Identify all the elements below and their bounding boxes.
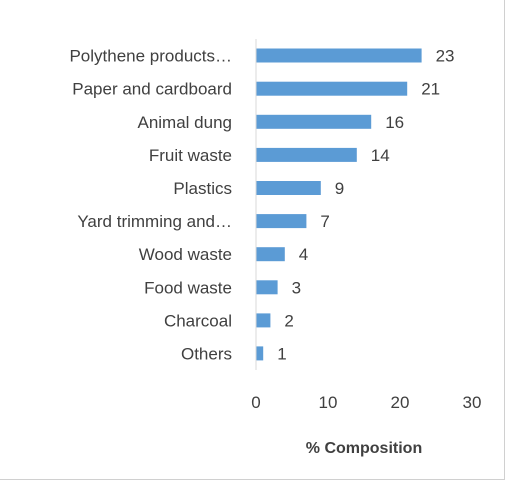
data-label: 2 [284,311,293,330]
category-label: Paper and cardboard [72,80,232,99]
data-label: 21 [421,80,440,99]
bar-9 [256,346,264,361]
data-label: 1 [277,344,286,363]
bar-8 [256,313,271,328]
category-label: Yard trimming and… [77,212,232,231]
category-label: Animal dung [137,113,232,132]
bar-3 [256,147,357,162]
bar-6 [256,247,285,262]
x-axis-title: % Composition [306,440,422,457]
bar-5 [256,214,307,229]
data-label: 16 [385,113,404,132]
bar-0 [256,48,422,63]
data-label: 4 [299,245,308,264]
x-tick-label: 20 [391,393,410,412]
x-tick-label: 0 [251,393,260,412]
bars-group [256,48,422,361]
bar-7 [256,280,278,295]
bar-4 [256,181,321,195]
bar-1 [256,81,408,96]
category-label: Charcoal [164,311,232,330]
x-tick-label: 10 [319,393,338,412]
data-label: 3 [292,278,301,297]
category-label: Wood waste [139,245,232,264]
category-label: Fruit waste [149,146,232,165]
bar-2 [256,114,372,129]
data-label: 23 [436,47,455,66]
category-label: Plastics [173,179,232,198]
data-label: 7 [320,212,329,231]
x-tick-label: 30 [463,393,482,412]
category-labels: Polythene products… Paper and cardboard An… [69,47,232,364]
x-tick-labels: 0 10 20 30 [251,393,481,412]
data-label: 9 [335,179,344,198]
category-label: Others [181,344,232,363]
category-label: Food waste [144,278,232,297]
data-label: 14 [371,146,390,165]
category-label: Polythene products… [69,47,232,66]
